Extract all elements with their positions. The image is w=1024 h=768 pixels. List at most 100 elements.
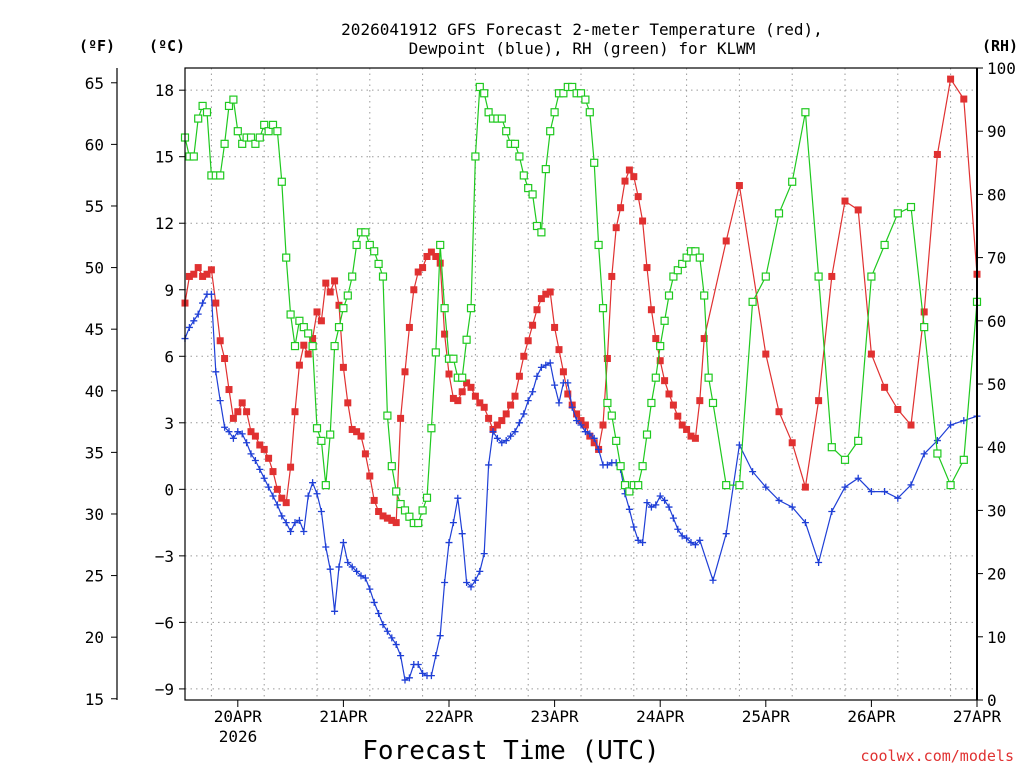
rh-point	[304, 329, 313, 338]
temperature-point	[331, 277, 339, 285]
temperature-point	[775, 408, 783, 416]
dewpoint-point	[586, 430, 594, 438]
rh-point	[748, 297, 757, 306]
dewpoint-point	[361, 574, 369, 582]
dewpoint-point	[683, 534, 691, 542]
dewpoint-point	[568, 403, 576, 411]
dewpoint-point	[194, 310, 202, 318]
temperature-point	[427, 248, 435, 256]
temperature-point	[423, 252, 431, 260]
dewpoint-point	[344, 559, 352, 567]
rh-point	[383, 411, 392, 420]
dewpoint-point	[304, 492, 312, 500]
temperature-point	[581, 421, 589, 429]
dewpoint-point	[511, 428, 519, 436]
dewpoint-point	[458, 530, 466, 538]
temperature-point	[287, 463, 295, 471]
rh-point	[392, 487, 401, 496]
temperature-point	[309, 335, 317, 343]
dewpoint-point	[529, 388, 537, 396]
rh-tick-label: 30	[987, 501, 1006, 520]
fahrenheit-tick-label: 25	[85, 567, 104, 586]
dewpoint-point	[427, 672, 435, 680]
rh-point	[317, 436, 326, 445]
dewpoint-point	[722, 530, 730, 538]
rh-point	[194, 114, 203, 123]
rh-point	[321, 481, 330, 490]
rh-point	[708, 398, 718, 408]
dewpoint-point	[537, 363, 545, 371]
rh-point	[427, 424, 436, 433]
temperature-point	[700, 335, 708, 343]
rh-point	[568, 82, 577, 92]
series-layer	[180, 75, 982, 684]
dewpoint-point	[234, 428, 242, 436]
temperature-point	[493, 421, 501, 429]
rh-point	[502, 127, 511, 136]
rh-point	[268, 120, 278, 129]
rh-point	[216, 171, 225, 180]
dewpoint-point	[546, 359, 554, 367]
dewpoint-point	[749, 468, 757, 476]
temperature-point	[652, 335, 660, 343]
temperature-point	[511, 392, 519, 400]
x-axis-title: Forecast Time (UTC)	[362, 736, 659, 766]
dewpoint-point	[212, 368, 220, 376]
temperature-point	[762, 350, 770, 358]
celsius-tick-label: 9	[164, 281, 174, 300]
rh-point	[620, 481, 630, 490]
dewpoint-point	[551, 381, 559, 389]
temperature-point	[436, 259, 444, 267]
rh-point	[484, 108, 493, 117]
rh-point	[462, 335, 471, 344]
temperature-point	[265, 454, 273, 462]
dewpoint-point	[432, 652, 440, 660]
temperature-point	[665, 390, 673, 398]
dewpoint-point	[185, 323, 193, 331]
dewpoint-point	[907, 481, 915, 489]
rh-point	[598, 304, 608, 313]
dewpoint-point	[441, 578, 449, 586]
x-tick-label: 24APR	[636, 707, 685, 726]
rh-point	[594, 240, 603, 250]
dewpoint-point	[665, 503, 673, 511]
rh-point	[722, 481, 731, 490]
rh-point	[348, 272, 357, 281]
temperature-point	[920, 308, 928, 316]
fahrenheit-tick-label: 45	[85, 320, 104, 339]
dewpoint-point	[247, 450, 255, 458]
x-tick-label: 21APR	[319, 707, 368, 726]
dewpoint-point	[854, 474, 862, 482]
dewpoint-point	[577, 421, 585, 429]
dewpoint-point	[590, 434, 598, 442]
fahrenheit-tick-label: 20	[85, 628, 104, 647]
temperature-point	[467, 383, 475, 391]
dewpoint-point	[867, 488, 875, 496]
temperature-point	[612, 224, 620, 232]
rh-tick-label: 10	[987, 628, 1006, 647]
dewpoint-point	[339, 539, 347, 547]
dewpoint-point	[775, 496, 783, 504]
temperature-point	[630, 173, 638, 181]
rh-point	[691, 247, 700, 256]
year-label: 2026	[219, 727, 258, 746]
temperature-point	[313, 308, 321, 316]
temperature-point	[573, 410, 581, 418]
rh-point	[695, 253, 704, 262]
temperature-point	[199, 272, 207, 280]
temperature-point	[520, 352, 528, 360]
dewpoint-point	[317, 508, 325, 516]
rh-point	[788, 177, 797, 186]
rh-point	[625, 487, 634, 496]
temperature-point	[414, 268, 422, 276]
dewpoint-point	[238, 430, 246, 438]
celsius-tick-label: −6	[155, 613, 174, 632]
dewpoint-point	[229, 434, 237, 442]
temperature-point	[357, 432, 365, 440]
rh-point	[550, 108, 559, 117]
dewpoint-point	[788, 503, 796, 511]
dewpoint-point	[414, 661, 422, 669]
rh-point	[541, 165, 550, 174]
rh-point	[867, 272, 876, 281]
